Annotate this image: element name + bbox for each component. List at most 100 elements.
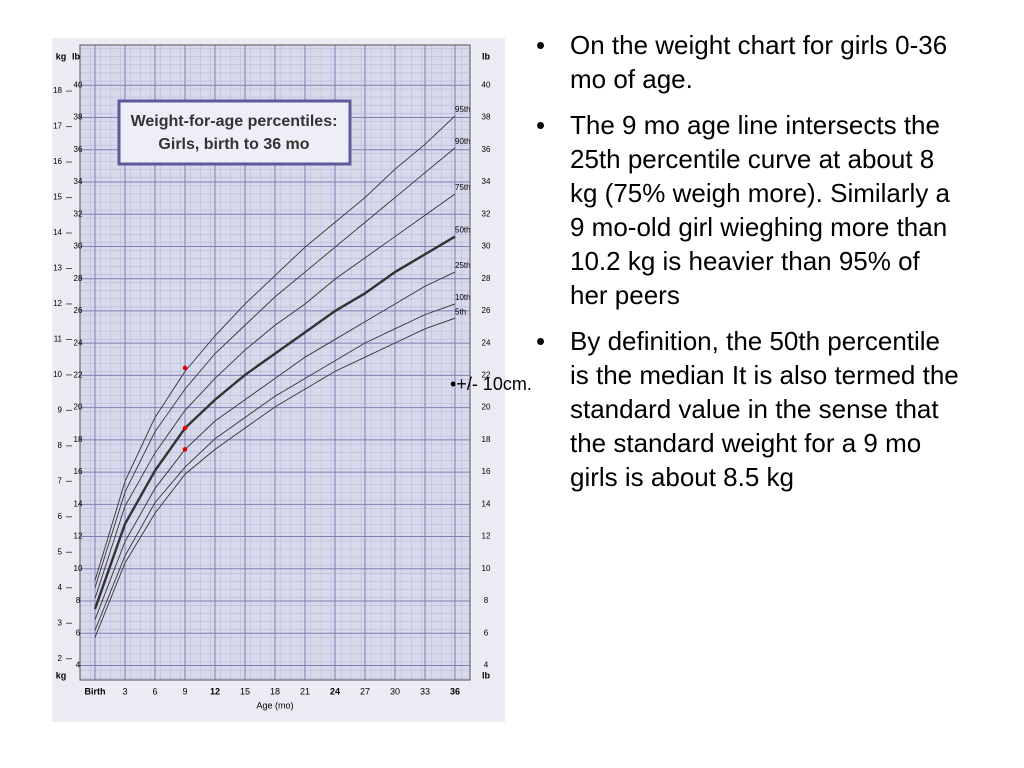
marked-point	[182, 425, 188, 431]
y2-tick-label: 26	[482, 306, 491, 315]
y2-tick-label: 28	[74, 274, 83, 283]
y2-tick-label: 20	[482, 403, 491, 412]
y-tick-label: 7	[58, 476, 63, 485]
x-tick-label: 15	[240, 686, 250, 696]
y-tick-label: 5	[58, 547, 63, 556]
percentile-label: 95th	[455, 105, 471, 114]
x-tick-label: 24	[330, 686, 340, 696]
y-tick-label: 15	[53, 193, 62, 202]
y-tick-label: 6	[58, 512, 63, 521]
y2-tick-label: 16	[482, 467, 491, 476]
x-tick-label: 3	[122, 686, 127, 696]
y2-tick-label: 6	[76, 628, 81, 637]
y2-tick-label: 12	[482, 532, 491, 541]
y-tick-label: 18	[53, 86, 62, 95]
y2-tick-label: 22	[482, 371, 491, 380]
y2-tick-label: 10	[482, 564, 491, 573]
y2-tick-label: 34	[74, 177, 83, 186]
x-tick-label: Birth	[85, 686, 106, 696]
y2-tick-label: 6	[484, 628, 489, 637]
y2-tick-label: 32	[482, 209, 491, 218]
y-tick-label: 13	[53, 264, 62, 273]
percentile-curve	[94, 303, 456, 631]
y-tick-label: 8	[58, 441, 63, 450]
y2-tick-label: 38	[482, 113, 491, 122]
y2-tick-label: 28	[482, 274, 491, 283]
y-tick-label: 9	[58, 406, 63, 415]
percentile-curve	[94, 193, 456, 599]
y2-tick-label: 36	[482, 145, 491, 154]
percentile-curve	[94, 271, 456, 620]
x-axis-label: Age (mo)	[256, 700, 293, 710]
x-tick-label: 27	[360, 686, 370, 696]
chart-title: Girls, birth to 36 mo	[158, 136, 309, 153]
y2-tick-label: 14	[482, 499, 491, 508]
y-tick-label: 2	[58, 654, 63, 663]
y-tick-label: 17	[53, 122, 62, 131]
y2-tick-label: 18	[482, 435, 491, 444]
y-tick-label: 16	[53, 157, 62, 166]
y-tick-label: 14	[53, 228, 62, 237]
percentile-curve	[94, 147, 456, 588]
y2-tick-label: 24	[74, 338, 83, 347]
unit-label: kg	[56, 51, 67, 61]
bullet: On the weight chart for girls 0-36 mo of…	[536, 28, 960, 96]
note: •+/- 10cm.	[450, 374, 532, 394]
x-tick-label: 33	[420, 686, 430, 696]
x-tick-label: 18	[270, 686, 280, 696]
bullet: By definition, the 50th percentile is th…	[536, 324, 960, 494]
y2-tick-label: 4	[76, 661, 81, 670]
y2-tick-label: 34	[482, 177, 491, 186]
marked-point	[182, 365, 188, 371]
y2-tick-label: 10	[74, 564, 83, 573]
plot-frame	[79, 44, 471, 681]
y2-tick-label: 14	[74, 499, 83, 508]
bullet-list: On the weight chart for girls 0-36 mo of…	[530, 28, 960, 506]
growth-chart: Weight-for-age percentiles: Girls, birth…	[52, 38, 505, 722]
y2-tick-label: 8	[484, 596, 489, 605]
y-tick-label: 12	[53, 299, 62, 308]
unit-label: kg	[56, 670, 67, 680]
unit-label: lb	[482, 51, 491, 61]
title-box	[117, 99, 352, 166]
percentile-label: 50th	[455, 226, 471, 235]
y-tick-label: 3	[58, 618, 63, 627]
y2-tick-label: 40	[74, 80, 83, 89]
y2-tick-label: 30	[482, 242, 491, 251]
y-tick-label: 10	[53, 370, 62, 379]
x-tick-label: 30	[390, 686, 400, 696]
unit-label: lb	[482, 670, 491, 680]
y2-tick-label: 16	[74, 467, 83, 476]
y-tick-label: 11	[54, 335, 63, 344]
percentile-curve	[93, 235, 456, 610]
y2-tick-label: 30	[74, 242, 83, 251]
y2-tick-label: 40	[482, 80, 491, 89]
y2-tick-label: 26	[74, 306, 83, 315]
y2-tick-label: 18	[74, 435, 83, 444]
y-tick-label: 4	[58, 583, 63, 592]
y2-tick-label: 38	[74, 113, 83, 122]
marked-point	[182, 447, 188, 452]
x-tick-label: 36	[450, 686, 460, 696]
percentile-label: 90th	[455, 137, 471, 146]
chart-title: Weight-for-age percentiles:	[131, 113, 338, 130]
y2-tick-label: 20	[74, 403, 83, 412]
percentile-label: 5th	[455, 307, 466, 316]
percentile-label: 25th	[455, 261, 471, 270]
x-tick-label: 12	[210, 686, 220, 696]
percentile-label: 10th	[455, 293, 471, 302]
y2-tick-label: 36	[74, 145, 83, 154]
curves	[93, 115, 456, 638]
y2-tick-label: 32	[74, 209, 83, 218]
percentile-curve	[94, 115, 456, 581]
x-tick-label: 6	[152, 686, 157, 696]
x-tick-label: 21	[300, 686, 310, 696]
y2-tick-label: 12	[74, 532, 83, 541]
y2-tick-label: 8	[76, 596, 81, 605]
x-tick-label: 9	[182, 686, 187, 696]
y2-tick-label: 4	[484, 661, 489, 670]
percentile-label: 75th	[455, 183, 471, 192]
percentile-curve	[94, 317, 456, 638]
y2-tick-label: 24	[482, 338, 491, 347]
